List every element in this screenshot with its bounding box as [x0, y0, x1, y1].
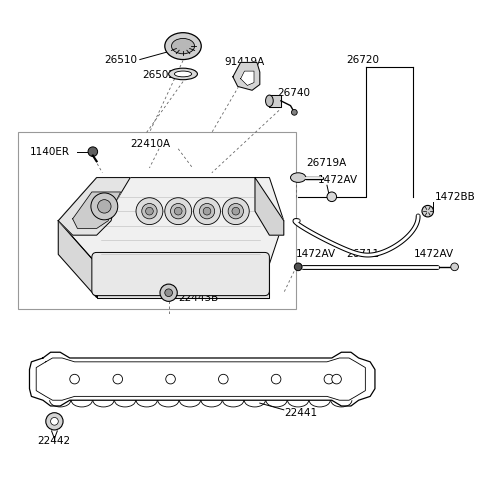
Circle shape — [324, 374, 334, 384]
Polygon shape — [233, 63, 260, 90]
Circle shape — [170, 204, 186, 219]
Circle shape — [271, 374, 281, 384]
Polygon shape — [58, 178, 284, 264]
Circle shape — [97, 200, 111, 213]
Circle shape — [228, 204, 243, 219]
Ellipse shape — [174, 71, 192, 77]
Circle shape — [174, 207, 182, 215]
Circle shape — [165, 198, 192, 225]
Polygon shape — [58, 221, 96, 297]
Circle shape — [142, 204, 157, 219]
Circle shape — [332, 374, 341, 384]
Text: 26711: 26711 — [346, 250, 379, 260]
Circle shape — [294, 263, 302, 271]
Circle shape — [451, 263, 458, 271]
Circle shape — [70, 374, 79, 384]
Text: 26720: 26720 — [346, 54, 379, 65]
Circle shape — [327, 192, 336, 202]
Circle shape — [88, 147, 97, 156]
Circle shape — [165, 289, 172, 296]
Circle shape — [222, 198, 249, 225]
Text: 22441: 22441 — [284, 408, 317, 418]
Text: 26510: 26510 — [104, 54, 137, 65]
Polygon shape — [58, 178, 130, 235]
Circle shape — [91, 193, 118, 220]
Text: 26502: 26502 — [143, 70, 176, 80]
Circle shape — [166, 374, 175, 384]
Circle shape — [136, 198, 163, 225]
Circle shape — [422, 206, 433, 217]
FancyBboxPatch shape — [92, 252, 269, 295]
Text: 1140ER: 1140ER — [29, 147, 70, 157]
Text: 26719A: 26719A — [306, 158, 346, 168]
Circle shape — [199, 204, 215, 219]
Text: 22442: 22442 — [37, 436, 70, 446]
Circle shape — [46, 413, 63, 430]
Circle shape — [160, 284, 177, 301]
Bar — [18, 132, 296, 309]
Polygon shape — [255, 178, 284, 235]
Circle shape — [218, 374, 228, 384]
Ellipse shape — [290, 173, 306, 183]
Circle shape — [145, 207, 153, 215]
Text: 1472AV: 1472AV — [413, 250, 454, 260]
Text: 91419A: 91419A — [224, 57, 264, 67]
Circle shape — [113, 374, 122, 384]
Ellipse shape — [168, 68, 197, 80]
Circle shape — [291, 109, 297, 115]
Text: 26740: 26740 — [277, 88, 310, 98]
Circle shape — [50, 417, 58, 425]
Ellipse shape — [171, 38, 194, 54]
Text: 1472AV: 1472AV — [296, 250, 336, 260]
Text: 1472AV: 1472AV — [317, 175, 358, 185]
Polygon shape — [240, 71, 254, 86]
Text: 22410A: 22410A — [130, 139, 170, 149]
Circle shape — [232, 207, 240, 215]
Text: 1472BB: 1472BB — [434, 192, 475, 202]
Circle shape — [193, 198, 220, 225]
Polygon shape — [269, 95, 281, 107]
Polygon shape — [72, 192, 120, 228]
Ellipse shape — [165, 33, 201, 60]
Polygon shape — [96, 264, 269, 297]
Circle shape — [203, 207, 211, 215]
Text: 22443B: 22443B — [178, 293, 218, 303]
Ellipse shape — [265, 95, 273, 107]
